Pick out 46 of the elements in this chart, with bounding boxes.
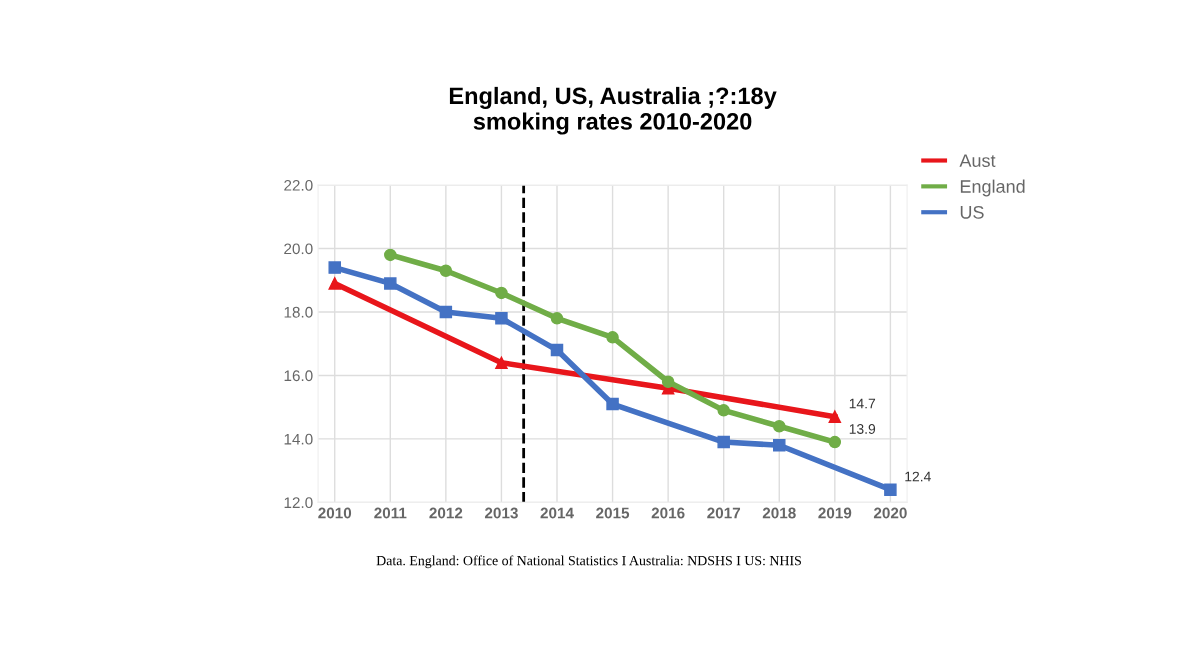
point	[384, 248, 397, 262]
y-tick-label: 22.0	[284, 179, 313, 191]
x-tick-label: 2019	[818, 507, 852, 519]
point	[439, 305, 453, 319]
legend-label: England	[960, 179, 1025, 197]
point	[773, 419, 786, 433]
y-tick-label: 18.0	[284, 306, 313, 318]
point	[773, 438, 786, 452]
point	[328, 277, 341, 290]
point	[661, 375, 675, 389]
x-tick-label: 2012	[429, 507, 463, 519]
point	[550, 343, 564, 357]
point	[606, 331, 619, 344]
data-label: 14.7	[849, 398, 876, 409]
point	[828, 435, 842, 449]
point	[717, 435, 730, 449]
data-label: 12.4	[905, 471, 931, 482]
x-tick-label: 2020	[873, 507, 907, 519]
y-tick-label: 12.0	[284, 497, 313, 509]
point	[550, 312, 564, 325]
data-label: 13.9	[849, 424, 876, 434]
y-tick-label: 16.0	[284, 370, 313, 382]
point	[328, 261, 341, 274]
point	[439, 264, 453, 277]
legend-label: US	[960, 205, 984, 219]
x-tick-label: 2017	[707, 507, 741, 519]
y-tick-label: 14.0	[284, 433, 313, 445]
point	[495, 312, 508, 325]
point	[884, 483, 897, 496]
point	[495, 286, 508, 300]
x-tick-label: 2014	[540, 507, 574, 519]
point	[828, 410, 842, 423]
y-tick-label: 20.0	[284, 243, 313, 255]
point	[717, 404, 730, 417]
legend-label: Aust	[959, 154, 996, 167]
point	[495, 356, 508, 370]
x-tick-label: 2016	[651, 507, 685, 519]
x-tick-label: 2018	[762, 507, 796, 519]
text: Data. England: Office of National Statistics I Australia: NDSHS I US: NHIS	[376, 555, 801, 569]
x-tick-label: 2013	[484, 507, 518, 519]
point	[384, 277, 397, 290]
x-tick-label: 2011	[374, 507, 407, 519]
x-tick-label: 2010	[318, 507, 352, 519]
x-tick-label: 2015	[596, 507, 630, 519]
chart-title: England, US, Australia ;?:18y smoking rates 2010-2020	[449, 86, 777, 135]
point	[606, 397, 619, 411]
